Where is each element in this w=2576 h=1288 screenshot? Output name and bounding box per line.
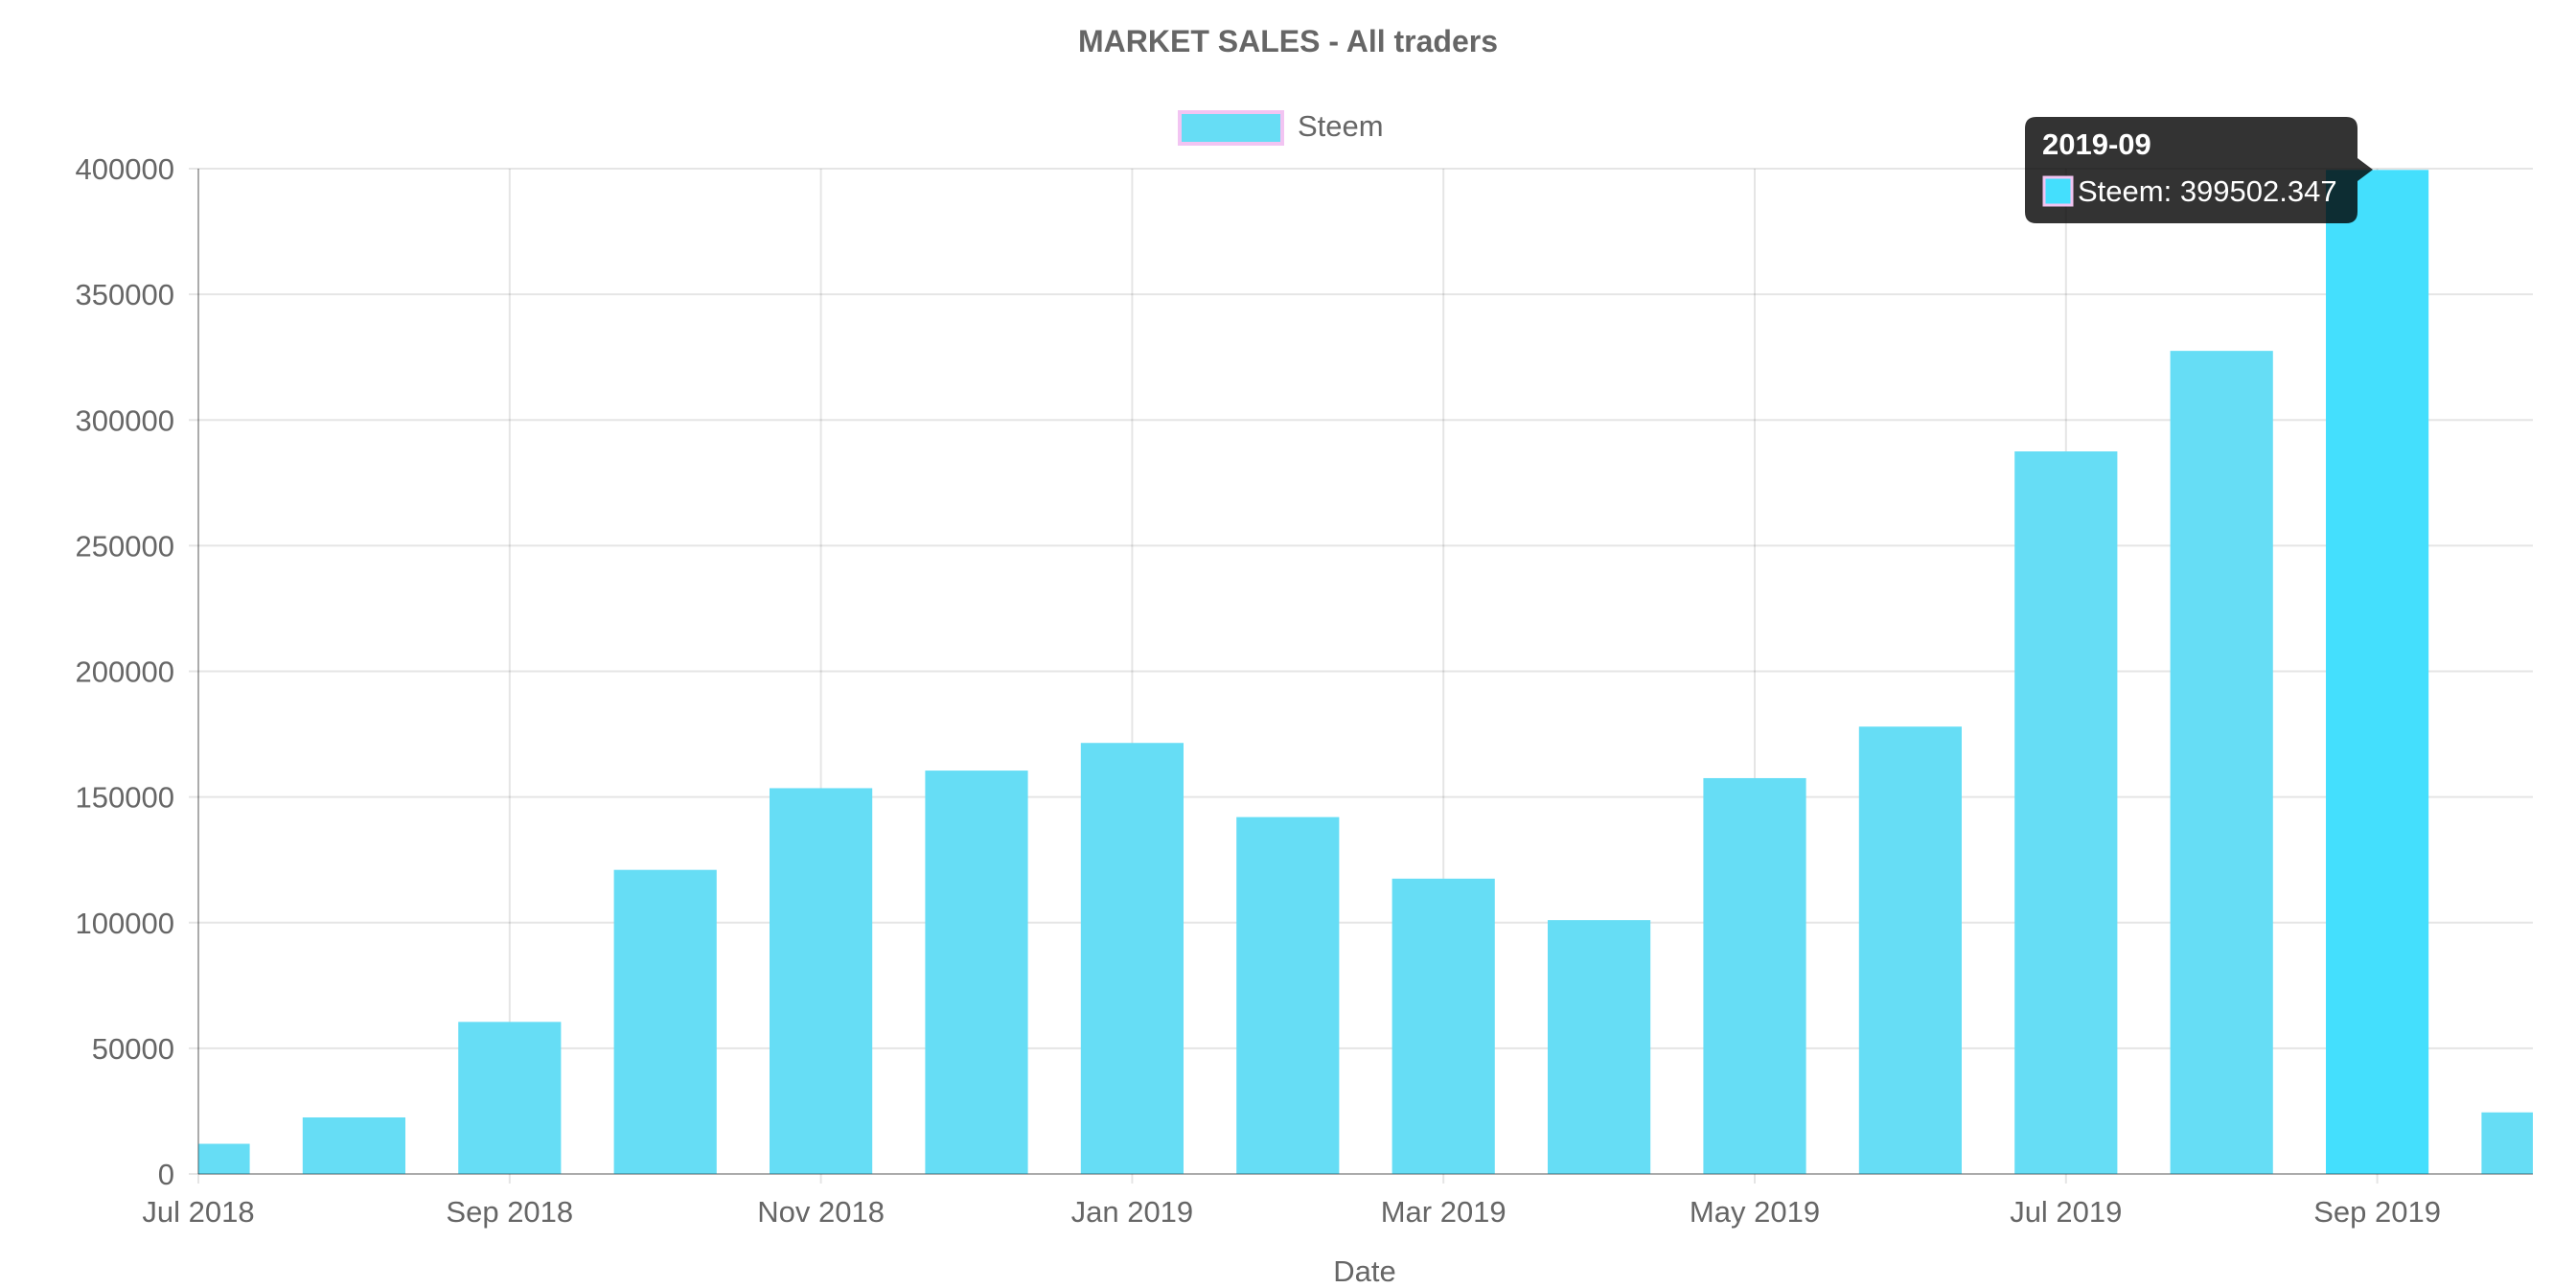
x-tick-label: Jul 2018 <box>142 1195 254 1229</box>
x-tick-label: Sep 2019 <box>2313 1195 2441 1229</box>
bar-2019-06[interactable] <box>1858 726 1962 1174</box>
tooltip-box <box>2025 117 2373 223</box>
legend[interactable]: Steem <box>1178 109 1384 146</box>
x-axis-title: Date <box>1333 1254 1395 1288</box>
y-tick-label: 50000 <box>92 1032 174 1066</box>
y-gridlines <box>189 168 2533 1175</box>
tooltip-title: 2019-09 <box>2042 127 2151 161</box>
axes <box>197 169 2533 1175</box>
bar-2018-10[interactable] <box>613 869 717 1174</box>
tooltip-swatch <box>2042 175 2074 207</box>
chart-title: MARKET SALES - All traders <box>1078 24 1498 58</box>
bars[interactable] <box>198 170 2533 1175</box>
bar-2019-01[interactable] <box>1080 743 1184 1174</box>
tooltip: 2019-09 Steem: 399502.347 <box>2025 117 2373 223</box>
legend-swatch-steem <box>1178 110 1284 146</box>
y-tick-labels: 0 50000 100000 150000 200000 250000 300000 3500… <box>76 152 174 1191</box>
y-tick-label: 100000 <box>76 907 174 940</box>
x-tick-label: Jul 2019 <box>2010 1195 2122 1229</box>
bar-2019-09[interactable] <box>2326 170 2429 1175</box>
bar-2019-10[interactable] <box>2481 1112 2533 1174</box>
y-tick-label: 0 <box>158 1158 174 1191</box>
x-tick-labels: Jul 2018 Sep 2018 Nov 2018 Jan 2019 Mar 2019… <box>142 1195 2441 1229</box>
bar-2018-07[interactable] <box>198 1143 250 1174</box>
y-tick-label: 350000 <box>76 278 174 311</box>
legend-label-steem: Steem <box>1298 109 1384 143</box>
bar-2018-12[interactable] <box>925 770 1028 1174</box>
y-tick-label: 300000 <box>76 403 174 437</box>
x-tick-label: Jan 2019 <box>1071 1195 1194 1229</box>
y-tick-label: 400000 <box>76 152 174 186</box>
bar-2018-09[interactable] <box>458 1022 562 1174</box>
tooltip-body: Steem: 399502.347 <box>2078 174 2337 208</box>
x-tick-label: Sep 2018 <box>446 1195 573 1229</box>
bar-2019-03[interactable] <box>1392 878 1495 1174</box>
bar-2019-08[interactable] <box>2170 351 2273 1175</box>
y-tick-label: 150000 <box>76 781 174 815</box>
y-tick-label: 250000 <box>76 529 174 563</box>
x-tick-label: Mar 2019 <box>1381 1195 1506 1229</box>
x-tick-label: May 2019 <box>1690 1195 1820 1229</box>
bar-2018-08[interactable] <box>302 1116 405 1174</box>
bar-2019-02[interactable] <box>1236 816 1340 1174</box>
bar-2018-11[interactable] <box>770 788 873 1174</box>
bar-2019-04[interactable] <box>1548 920 1651 1174</box>
y-tick-label: 200000 <box>76 656 174 689</box>
x-tick-label: Nov 2018 <box>757 1195 885 1229</box>
bar-2019-05[interactable] <box>1703 777 1806 1174</box>
bar-2019-07[interactable] <box>2014 451 2118 1174</box>
